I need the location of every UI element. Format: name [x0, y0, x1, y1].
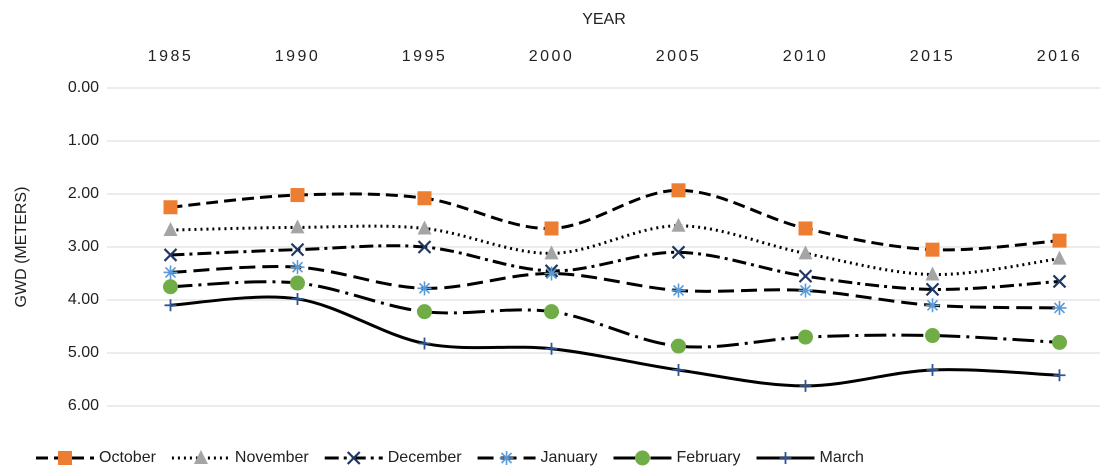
data-point [925, 328, 940, 344]
data-point [544, 245, 559, 260]
data-point [672, 363, 685, 376]
data-point [925, 298, 940, 313]
series-line [170, 295, 1060, 388]
data-point [671, 183, 686, 198]
data-point [544, 266, 559, 281]
data-point [417, 281, 432, 296]
x-tick-label: 2015 [910, 48, 956, 65]
legend-item: March [756, 449, 864, 466]
legend-item: December [324, 449, 462, 466]
data-point [671, 338, 686, 354]
data-point [925, 282, 940, 297]
data-point [799, 379, 812, 392]
legend-label: March [820, 449, 864, 466]
data-point [163, 200, 178, 215]
data-point [671, 217, 686, 232]
legend-label: November [235, 449, 309, 466]
y-axis-title: GWD (METERS) [13, 187, 30, 308]
x-tick-label: 2016 [1037, 48, 1083, 65]
y-tick-label: 4.00 [68, 291, 99, 308]
data-point [1052, 300, 1067, 315]
data-point [417, 304, 432, 320]
series-line [170, 188, 1060, 252]
legend-marker [634, 450, 650, 466]
data-point [798, 245, 813, 260]
data-point [798, 221, 813, 236]
legend-item: October [36, 449, 157, 466]
data-point [1052, 233, 1067, 248]
x-tick-label: 2010 [783, 48, 829, 65]
legend: October November December January February Ma… [36, 449, 864, 466]
data-point [291, 292, 304, 305]
data-point [925, 242, 940, 257]
data-point [290, 260, 305, 275]
y-tick-label: 1.00 [68, 132, 99, 149]
y-tick-label: 2.00 [68, 185, 99, 202]
data-point [925, 266, 940, 281]
data-point [417, 240, 432, 254]
data-point [290, 275, 305, 291]
data-point [163, 222, 178, 237]
data-point [798, 283, 813, 298]
x-tick-label: 2005 [656, 48, 702, 65]
legend-marker [58, 451, 72, 465]
data-point [418, 337, 431, 350]
data-point [544, 221, 559, 236]
legend-marker [346, 451, 361, 465]
legend-item: November [171, 449, 309, 466]
y-tick-label: 6.00 [68, 397, 99, 414]
data-point [417, 220, 432, 235]
data-point [544, 304, 559, 320]
data-point [671, 283, 686, 298]
data-point [290, 188, 305, 203]
x-tick-label: 1995 [402, 48, 448, 65]
data-point [1053, 369, 1066, 382]
legend-label: December [388, 449, 462, 466]
legend-item: January [477, 449, 598, 466]
y-tick-label: 0.00 [68, 79, 99, 96]
data-point [1052, 250, 1067, 265]
data-point [417, 191, 432, 206]
series-line [170, 244, 1060, 291]
y-tick-label: 3.00 [68, 238, 99, 255]
data-point [926, 363, 939, 376]
x-tick-label: 1990 [275, 48, 321, 65]
legend-marker [779, 452, 792, 464]
data-point [163, 265, 178, 280]
x-tick-label: 1985 [148, 48, 194, 65]
data-point [163, 248, 178, 262]
data-point [290, 219, 305, 234]
y-tick-label: 5.00 [68, 344, 99, 361]
data-point [1052, 274, 1067, 289]
data-point [798, 269, 813, 283]
data-point [671, 245, 686, 260]
x-tick-label: 2000 [529, 48, 575, 65]
data-point [1052, 334, 1067, 350]
legend-label: January [541, 449, 598, 466]
legend-label: February [676, 449, 740, 466]
legend-label: October [99, 449, 157, 466]
data-point [164, 299, 177, 312]
series-line [170, 280, 1060, 349]
legend-item: February [613, 449, 741, 466]
legend-marker [193, 450, 208, 464]
legend-marker [499, 451, 514, 465]
data-point [545, 342, 558, 355]
series-line [170, 265, 1060, 310]
data-point [290, 242, 305, 257]
data-point [798, 329, 813, 345]
x-axis-title: YEAR [582, 11, 626, 28]
data-point [163, 279, 178, 295]
